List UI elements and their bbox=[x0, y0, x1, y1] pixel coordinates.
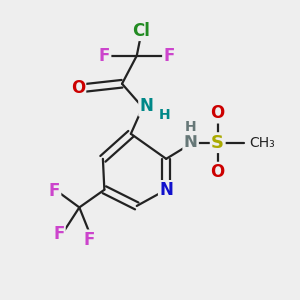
Text: O: O bbox=[211, 163, 225, 181]
Text: H: H bbox=[158, 108, 170, 122]
Text: O: O bbox=[71, 79, 85, 97]
Text: O: O bbox=[211, 104, 225, 122]
Text: F: F bbox=[99, 47, 110, 65]
Text: F: F bbox=[84, 231, 95, 249]
Text: F: F bbox=[164, 47, 175, 65]
Text: S: S bbox=[211, 134, 224, 152]
Text: Cl: Cl bbox=[132, 22, 150, 40]
Text: F: F bbox=[49, 182, 60, 200]
Text: CH₃: CH₃ bbox=[250, 136, 275, 150]
Text: N: N bbox=[140, 98, 153, 116]
Text: N: N bbox=[159, 181, 173, 199]
Text: F: F bbox=[53, 225, 64, 243]
Text: H: H bbox=[185, 120, 197, 134]
Text: N: N bbox=[184, 133, 198, 151]
